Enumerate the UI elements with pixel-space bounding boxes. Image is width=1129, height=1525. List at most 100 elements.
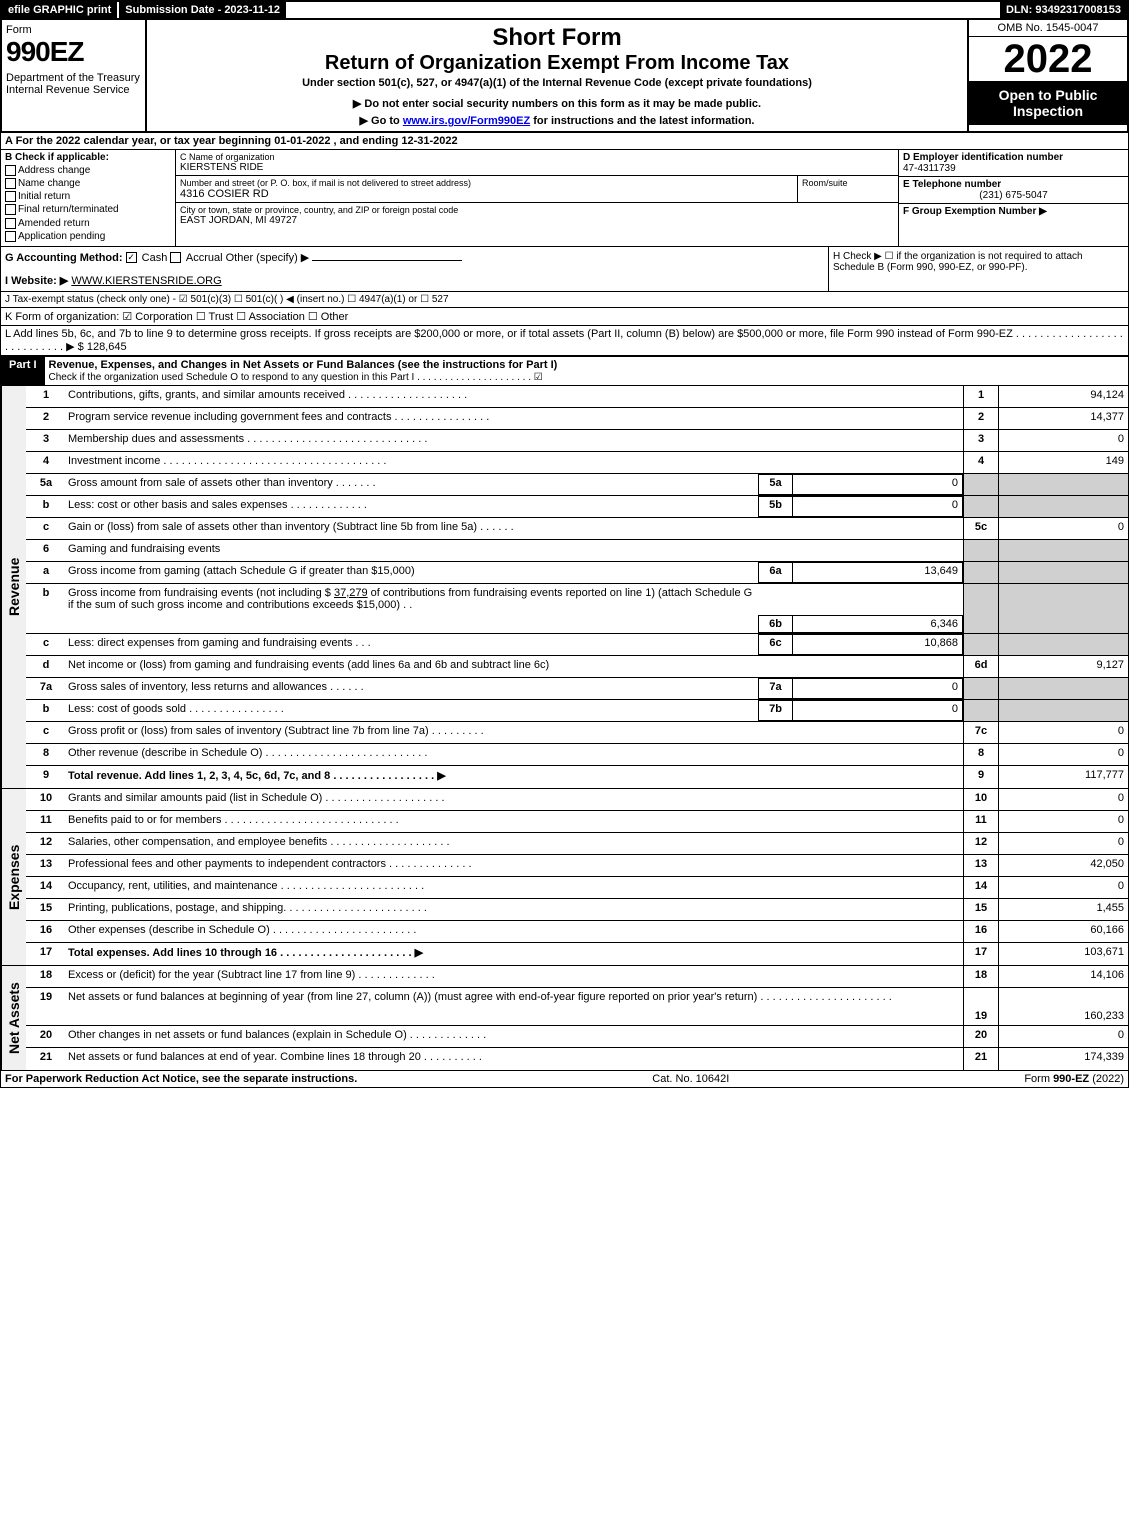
revenue-side-label: Revenue bbox=[1, 386, 26, 788]
line-15: 15Printing, publications, postage, and s… bbox=[26, 899, 1128, 921]
tax-year: 2022 bbox=[969, 37, 1127, 81]
inspection-label: Open to Public Inspection bbox=[969, 81, 1127, 125]
accounting-method: G Accounting Method: Cash Accrual Other … bbox=[5, 251, 824, 264]
dln: DLN: 93492317008153 bbox=[1000, 2, 1127, 18]
chk-name-change[interactable]: Name change bbox=[5, 178, 171, 189]
chk-amended-return[interactable]: Amended return bbox=[5, 218, 171, 229]
street-label: Number and street (or P. O. box, if mail… bbox=[180, 178, 793, 188]
line-20: 20Other changes in net assets or fund ba… bbox=[26, 1026, 1128, 1048]
section-c: C Name of organization KIERSTENS RIDE Nu… bbox=[176, 150, 898, 246]
part-1-table: Revenue 1Contributions, gifts, grants, a… bbox=[0, 386, 1129, 1071]
form-number: 990EZ bbox=[6, 36, 141, 68]
line-19: 19Net assets or fund balances at beginni… bbox=[26, 988, 1128, 1026]
line-4: 4Investment income . . . . . . . . . . .… bbox=[26, 452, 1128, 474]
line-7a: 7aGross sales of inventory, less returns… bbox=[26, 678, 1128, 700]
line-14: 14Occupancy, rent, utilities, and mainte… bbox=[26, 877, 1128, 899]
footer-mid: Cat. No. 10642I bbox=[357, 1073, 1024, 1085]
section-g-i: G Accounting Method: Cash Accrual Other … bbox=[1, 247, 828, 291]
note2-pre: ▶ Go to bbox=[360, 115, 403, 127]
section-h: H Check ▶ ☐ if the organization is not r… bbox=[828, 247, 1128, 291]
line-11: 11Benefits paid to or for members . . . … bbox=[26, 811, 1128, 833]
phone-value: (231) 675-5047 bbox=[903, 190, 1124, 201]
expenses-side-label: Expenses bbox=[1, 789, 26, 965]
line-17: 17Total expenses. Add lines 10 through 1… bbox=[26, 943, 1128, 965]
chk-address-change[interactable]: Address change bbox=[5, 165, 171, 176]
form-year-block: OMB No. 1545-0047 2022 Open to Public In… bbox=[967, 20, 1127, 131]
line-5a: 5aGross amount from sale of assets other… bbox=[26, 474, 1128, 496]
netassets-side-label: Net Assets bbox=[1, 966, 26, 1070]
line-21: 21Net assets or fund balances at end of … bbox=[26, 1048, 1128, 1070]
org-name-row: C Name of organization KIERSTENS RIDE bbox=[176, 150, 898, 176]
city-label: City or town, state or province, country… bbox=[180, 205, 894, 215]
footer-right: Form 990-EZ (2022) bbox=[1024, 1073, 1124, 1085]
other-specify[interactable] bbox=[312, 260, 462, 261]
line-9: 9Total revenue. Add lines 1, 2, 3, 4, 5c… bbox=[26, 766, 1128, 788]
section-l-text: L Add lines 5b, 6c, and 7b to line 9 to … bbox=[5, 328, 1123, 353]
line-6d: dNet income or (loss) from gaming and fu… bbox=[26, 656, 1128, 678]
omb-number: OMB No. 1545-0047 bbox=[969, 20, 1127, 37]
chk-cash[interactable] bbox=[126, 252, 137, 263]
city-row: City or town, state or province, country… bbox=[176, 203, 898, 228]
part-1-check: Check if the organization used Schedule … bbox=[49, 372, 543, 383]
g-label: G Accounting Method: bbox=[5, 252, 123, 264]
room-cell: Room/suite bbox=[798, 176, 898, 202]
org-name: KIERSTENS RIDE bbox=[180, 162, 894, 173]
form-id-block: Form 990EZ Department of the Treasury In… bbox=[2, 20, 147, 131]
section-k: K Form of organization: ☑ Corporation ☐ … bbox=[0, 308, 1129, 326]
part-1-title: Revenue, Expenses, and Changes in Net As… bbox=[45, 357, 1128, 385]
website-value[interactable]: WWW.KIERSTENSRIDE.ORG bbox=[71, 275, 221, 287]
city-value: EAST JORDAN, MI 49727 bbox=[180, 215, 894, 226]
chk-final-return[interactable]: Final return/terminated bbox=[5, 204, 171, 215]
line-1: 1Contributions, gifts, grants, and simil… bbox=[26, 386, 1128, 408]
form-note-2: ▶ Go to www.irs.gov/Form990EZ for instru… bbox=[157, 114, 957, 127]
phone-block: E Telephone number (231) 675-5047 bbox=[899, 177, 1128, 204]
room-label: Room/suite bbox=[802, 178, 894, 188]
line-7c: cGross profit or (loss) from sales of in… bbox=[26, 722, 1128, 744]
phone-label: E Telephone number bbox=[903, 179, 1124, 190]
website-row: I Website: ▶ WWW.KIERSTENSRIDE.ORG bbox=[5, 274, 824, 287]
line-16: 16Other expenses (describe in Schedule O… bbox=[26, 921, 1128, 943]
website-label: I Website: ▶ bbox=[5, 275, 68, 287]
section-b-label: B Check if applicable: bbox=[5, 152, 171, 163]
form-title-2: Return of Organization Exempt From Incom… bbox=[157, 52, 957, 75]
line-10: 10Grants and similar amounts paid (list … bbox=[26, 789, 1128, 811]
line-12: 12Salaries, other compensation, and empl… bbox=[26, 833, 1128, 855]
form-title-1: Short Form bbox=[157, 24, 957, 52]
line-3: 3Membership dues and assessments . . . .… bbox=[26, 430, 1128, 452]
section-l-amount: 128,645 bbox=[87, 341, 127, 353]
form-footer: For Paperwork Reduction Act Notice, see … bbox=[0, 1071, 1129, 1088]
section-b: B Check if applicable: Address change Na… bbox=[1, 150, 176, 246]
section-l: L Add lines 5b, 6c, and 7b to line 9 to … bbox=[0, 326, 1129, 356]
ein-label: D Employer identification number bbox=[903, 152, 1124, 163]
form-title-block: Short Form Return of Organization Exempt… bbox=[147, 20, 967, 131]
form-label: Form bbox=[6, 24, 141, 36]
line-2: 2Program service revenue including gover… bbox=[26, 408, 1128, 430]
line-6c: cLess: direct expenses from gaming and f… bbox=[26, 634, 1128, 656]
group-block: F Group Exemption Number ▶ bbox=[899, 204, 1128, 219]
irs-link[interactable]: www.irs.gov/Form990EZ bbox=[403, 115, 530, 127]
part-1-label: Part I bbox=[1, 357, 45, 385]
line-18: 18Excess or (deficit) for the year (Subt… bbox=[26, 966, 1128, 988]
chk-initial-return[interactable]: Initial return bbox=[5, 191, 171, 202]
line-8: 8Other revenue (describe in Schedule O) … bbox=[26, 744, 1128, 766]
footer-left: For Paperwork Reduction Act Notice, see … bbox=[5, 1073, 357, 1085]
section-a: A For the 2022 calendar year, or tax yea… bbox=[0, 133, 1129, 150]
submission-date: Submission Date - 2023-11-12 bbox=[117, 2, 286, 18]
street-value: 4316 COSIER RD bbox=[180, 188, 793, 200]
info-block: B Check if applicable: Address change Na… bbox=[0, 150, 1129, 247]
section-j: J Tax-exempt status (check only one) - ☑… bbox=[0, 292, 1129, 308]
org-name-label: C Name of organization bbox=[180, 152, 894, 162]
efile-label[interactable]: efile GRAPHIC print bbox=[2, 2, 117, 18]
part-1-header: Part I Revenue, Expenses, and Changes in… bbox=[0, 356, 1129, 386]
group-label: F Group Exemption Number ▶ bbox=[903, 206, 1047, 217]
chk-application-pending[interactable]: Application pending bbox=[5, 231, 171, 242]
chk-accrual[interactable] bbox=[170, 252, 181, 263]
form-subtitle: Under section 501(c), 527, or 4947(a)(1)… bbox=[157, 77, 957, 89]
row-gh: G Accounting Method: Cash Accrual Other … bbox=[0, 247, 1129, 292]
line-5c: cGain or (loss) from sale of assets othe… bbox=[26, 518, 1128, 540]
ein-block: D Employer identification number 47-4311… bbox=[899, 150, 1128, 177]
line-6b: bGross income from fundraising events (n… bbox=[26, 584, 1128, 634]
form-header: Form 990EZ Department of the Treasury In… bbox=[0, 20, 1129, 133]
department-label: Department of the Treasury Internal Reve… bbox=[6, 72, 141, 96]
line-6: 6Gaming and fundraising events bbox=[26, 540, 1128, 562]
